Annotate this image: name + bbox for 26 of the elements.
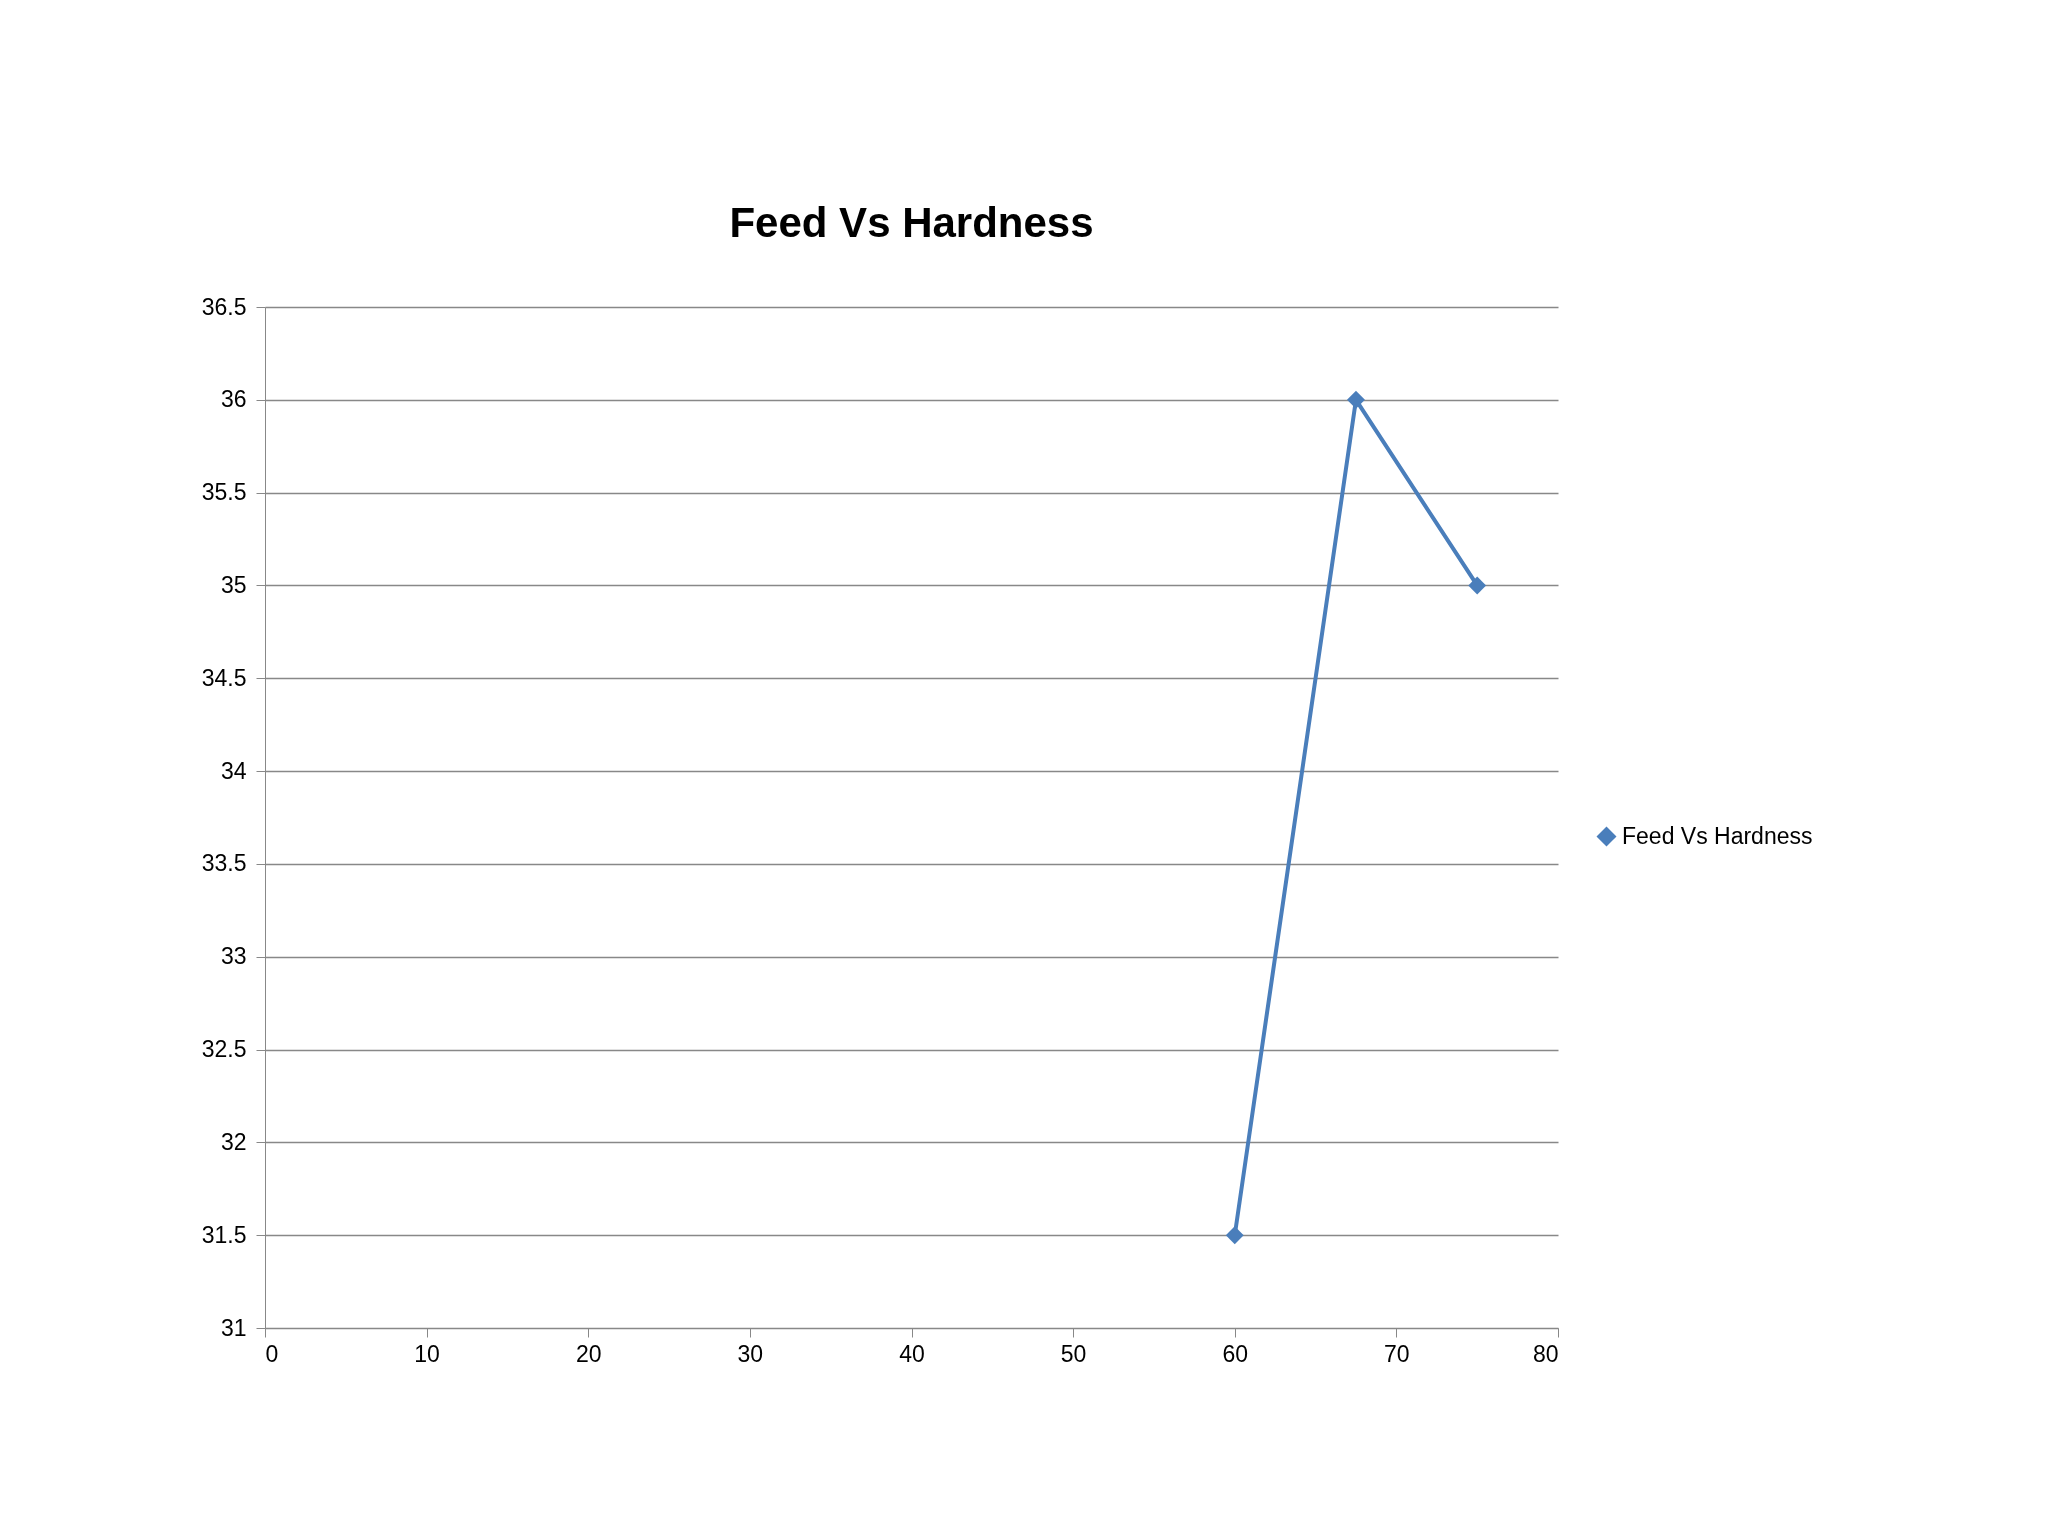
y-tick-label: 35.5 bbox=[201, 479, 247, 506]
y-tick-label: 34 bbox=[220, 757, 247, 784]
y-tick-label: 36 bbox=[220, 386, 247, 413]
x-tick-label: 10 bbox=[414, 1340, 440, 1367]
point bbox=[1225, 1226, 1244, 1245]
chart-title: Feed Vs Hardness bbox=[729, 199, 1094, 246]
x-tick-label: 80 bbox=[1532, 1340, 1559, 1367]
x-tick-label: 20 bbox=[575, 1340, 602, 1367]
point bbox=[1468, 576, 1487, 595]
x-tick-label: 30 bbox=[737, 1340, 764, 1367]
y-tick-label: 32 bbox=[220, 1128, 247, 1155]
x-tick-label: 40 bbox=[899, 1340, 925, 1367]
y-tick-label: 33.5 bbox=[201, 850, 247, 877]
point bbox=[1347, 390, 1365, 409]
y-tick-label: 35 bbox=[220, 571, 247, 598]
y-tick-label: 31.5 bbox=[201, 1221, 247, 1248]
x-tick-label: 70 bbox=[1384, 1340, 1410, 1367]
legend-label: Feed Vs Hardness bbox=[1622, 822, 1813, 849]
y-tick-label: 32.5 bbox=[201, 1036, 247, 1063]
x-tick-label: 60 bbox=[1222, 1340, 1249, 1367]
y-tick-label: 31 bbox=[220, 1314, 247, 1341]
y-tick-label: 36.5 bbox=[201, 293, 247, 320]
x-tick-label: 50 bbox=[1060, 1340, 1087, 1367]
y-tick-label: 33 bbox=[220, 943, 247, 970]
x-tick-label: 0 bbox=[265, 1340, 279, 1367]
y-tick-label: 34.5 bbox=[201, 664, 247, 691]
